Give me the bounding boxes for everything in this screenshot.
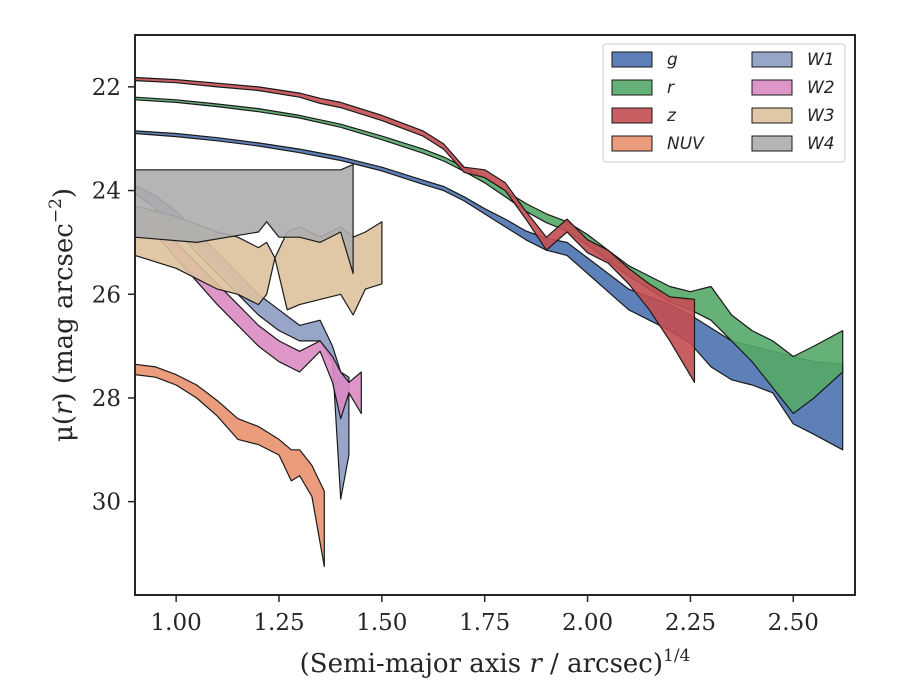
- y-tick-label: 24: [92, 179, 121, 205]
- legend-swatch-w2: [751, 79, 793, 96]
- legend-label-w3: W3: [807, 106, 835, 126]
- legend-swatch-w1: [751, 51, 793, 68]
- x-axis-label-var: r: [529, 649, 543, 679]
- x-tick-label: 1.25: [253, 610, 304, 636]
- legend: grz NUV W1 W2 W3 W4: [602, 43, 846, 163]
- legend-swatch-g: [611, 51, 653, 68]
- series-layer: [134, 76, 844, 568]
- x-tick-label: 2.50: [768, 610, 819, 636]
- x-tick-label: 2.25: [665, 610, 716, 636]
- y-tick-label: 28: [92, 386, 121, 412]
- y-axis-label: μ(r) (mag arcsec−2): [46, 188, 79, 442]
- legend-label-w1: W1: [807, 50, 835, 70]
- legend-label-w4: W4: [807, 134, 835, 154]
- legend-swatch-z: [611, 107, 653, 124]
- y-tick-label: 26: [92, 282, 121, 308]
- legend-swatch-w3: [751, 107, 793, 124]
- legend-swatch-nuv: [611, 135, 653, 152]
- y-axis-label-sup: −2: [46, 198, 66, 223]
- series-band-z: [134, 76, 696, 383]
- x-tick-label: 2.00: [562, 610, 613, 636]
- y-axis-label-post: ) (mag arcsec: [49, 223, 79, 402]
- y-tick-label: 30: [92, 490, 121, 516]
- legend-label-g: g: [667, 50, 678, 70]
- series-band-nuv: [134, 363, 325, 568]
- x-axis-label: (Semi-major axis r / arcsec)1/4: [300, 646, 691, 679]
- legend-label-z: z: [666, 106, 677, 126]
- x-axis-label-sup: 1/4: [663, 646, 690, 666]
- x-tick-label: 1.50: [356, 610, 407, 636]
- y-axis-label-pre: μ(: [49, 415, 79, 442]
- y-axis-label-tail: ): [49, 188, 79, 198]
- legend-label-r: r: [667, 78, 675, 98]
- x-axis: 1.00 1.25 1.50 1.75 2.00 2.25 2.50: [151, 595, 819, 636]
- legend-swatch-r: [611, 79, 653, 96]
- y-axis: 22 24 26 28 30: [92, 75, 135, 516]
- legend-frame: [602, 43, 846, 163]
- y-tick-label: 22: [92, 75, 121, 101]
- plot-frame: [134, 34, 856, 596]
- x-axis-label-post: / arcsec): [542, 649, 663, 679]
- x-axis-label-pre: (Semi-major axis: [300, 649, 530, 679]
- x-tick-label: 1.75: [459, 610, 510, 636]
- legend-label-w2: W2: [807, 78, 835, 98]
- x-tick-label: 1.00: [151, 610, 202, 636]
- legend-label-nuv: NUV: [667, 134, 705, 154]
- legend-swatch-w4: [751, 135, 793, 152]
- series-band-w4: [134, 164, 354, 275]
- series-band-g: [134, 130, 844, 451]
- y-axis-label-var: r: [49, 401, 79, 415]
